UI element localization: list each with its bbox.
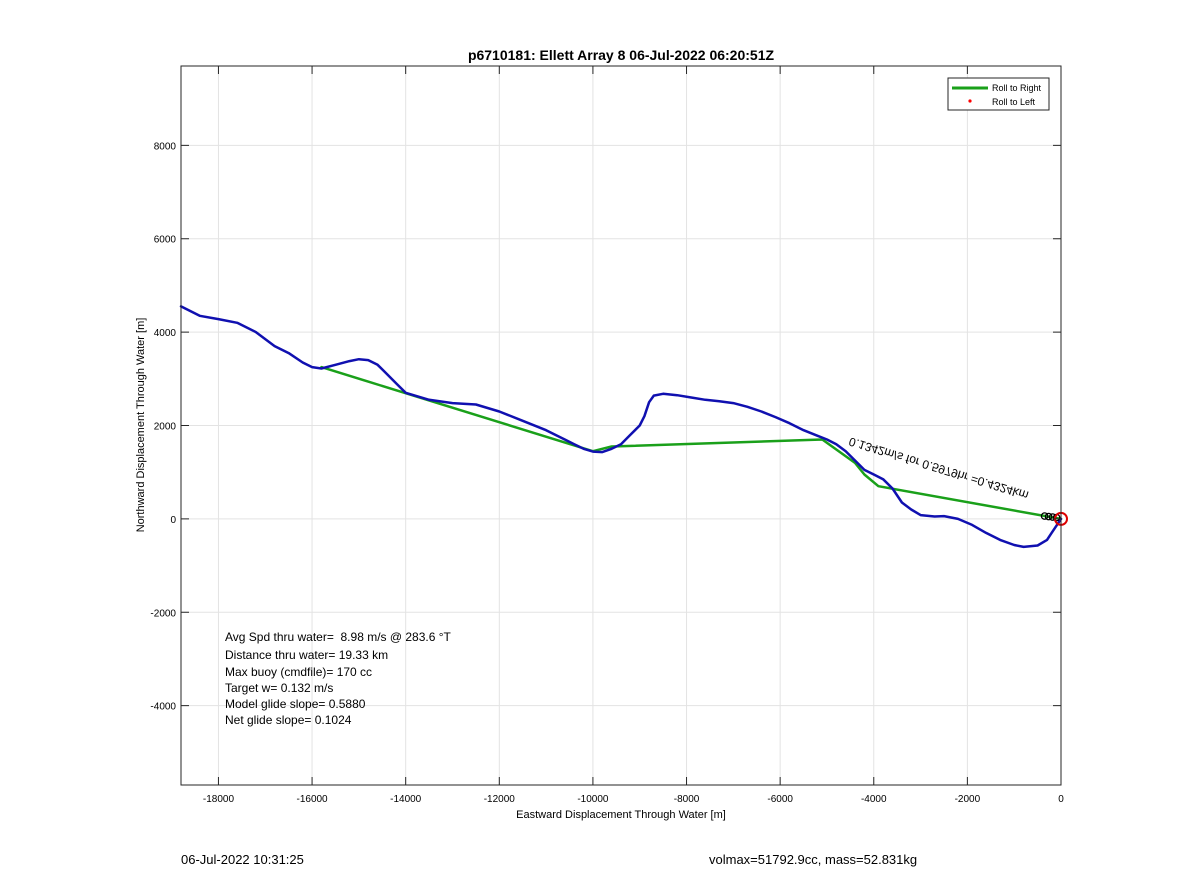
chart-title: p6710181: Ellett Array 8 06-Jul-2022 06:…: [468, 47, 775, 63]
grid: [181, 66, 1062, 785]
plot-series: [179, 305, 1068, 549]
x-tick-label: -14000: [390, 794, 422, 805]
x-tick-label: -2000: [955, 794, 981, 805]
footer-volmax-mass: volmax=51792.9cc, mass=52.831kg: [709, 852, 918, 867]
x-tick-label: -12000: [484, 794, 516, 805]
surface-marker: [1044, 512, 1053, 521]
y-tick-label: 2000: [154, 422, 177, 433]
green-roll-right-line: [320, 365, 1063, 521]
distance-text: Distance thru water= 19.33 km: [225, 648, 388, 662]
y-tick-label: 4000: [154, 328, 177, 339]
x-tick-label: -6000: [767, 794, 793, 805]
avg-speed-text: Avg Spd thru water= 8.98 m/s @ 283.6 °T: [225, 630, 452, 644]
surface-marker: [1040, 512, 1049, 520]
blue-glider-track-line: [179, 305, 1063, 549]
max-buoy-text: Max buoy (cmdfile)= 170 cc: [225, 665, 372, 679]
target-w-text: Target w= 0.132 m/s: [225, 681, 333, 695]
x-tick-label: 0: [1058, 794, 1064, 805]
x-tick-label: -8000: [674, 794, 700, 805]
y-tick-label: 0: [170, 515, 176, 526]
legend-swatch-roll-left: [968, 99, 972, 103]
y-tick-label: -2000: [150, 608, 176, 619]
legend-label-roll-left: Roll to Left: [992, 97, 1036, 107]
x-tick-label: -18000: [203, 794, 235, 805]
net-glide-text: Net glide slope= 0.1024: [225, 713, 352, 727]
y-tick-label: -4000: [150, 702, 176, 713]
x-tick-label: -10000: [577, 794, 609, 805]
model-glide-text: Model glide slope= 0.5880: [225, 697, 366, 711]
y-tick-label: 6000: [154, 235, 177, 246]
y-tick-label: 8000: [154, 141, 177, 152]
legend-box: [947, 77, 1050, 111]
footer-timestamp: 06-Jul-2022 10:31:25: [181, 852, 304, 867]
y-axis-label: Northward Displacement Through Water [m]: [135, 318, 147, 533]
legend: Roll to Right Roll to Left: [947, 77, 1050, 111]
x-tick-label: -4000: [861, 794, 887, 805]
x-axis-label: Eastward Displacement Through Water [m]: [516, 809, 726, 821]
axis-ticks: -18000 -16000 -14000 -12000 -10000 -8000 -6000…: [150, 66, 1064, 805]
stats-annotations: Avg Spd thru water= 8.98 m/s @ 283.6 °T …: [225, 630, 452, 727]
legend-label-roll-right: Roll to Right: [992, 83, 1042, 93]
segment-speed-annotation: 0.1342m/s for 0.5979hr =0.4324km: [847, 434, 1030, 502]
x-tick-label: -16000: [296, 794, 328, 805]
